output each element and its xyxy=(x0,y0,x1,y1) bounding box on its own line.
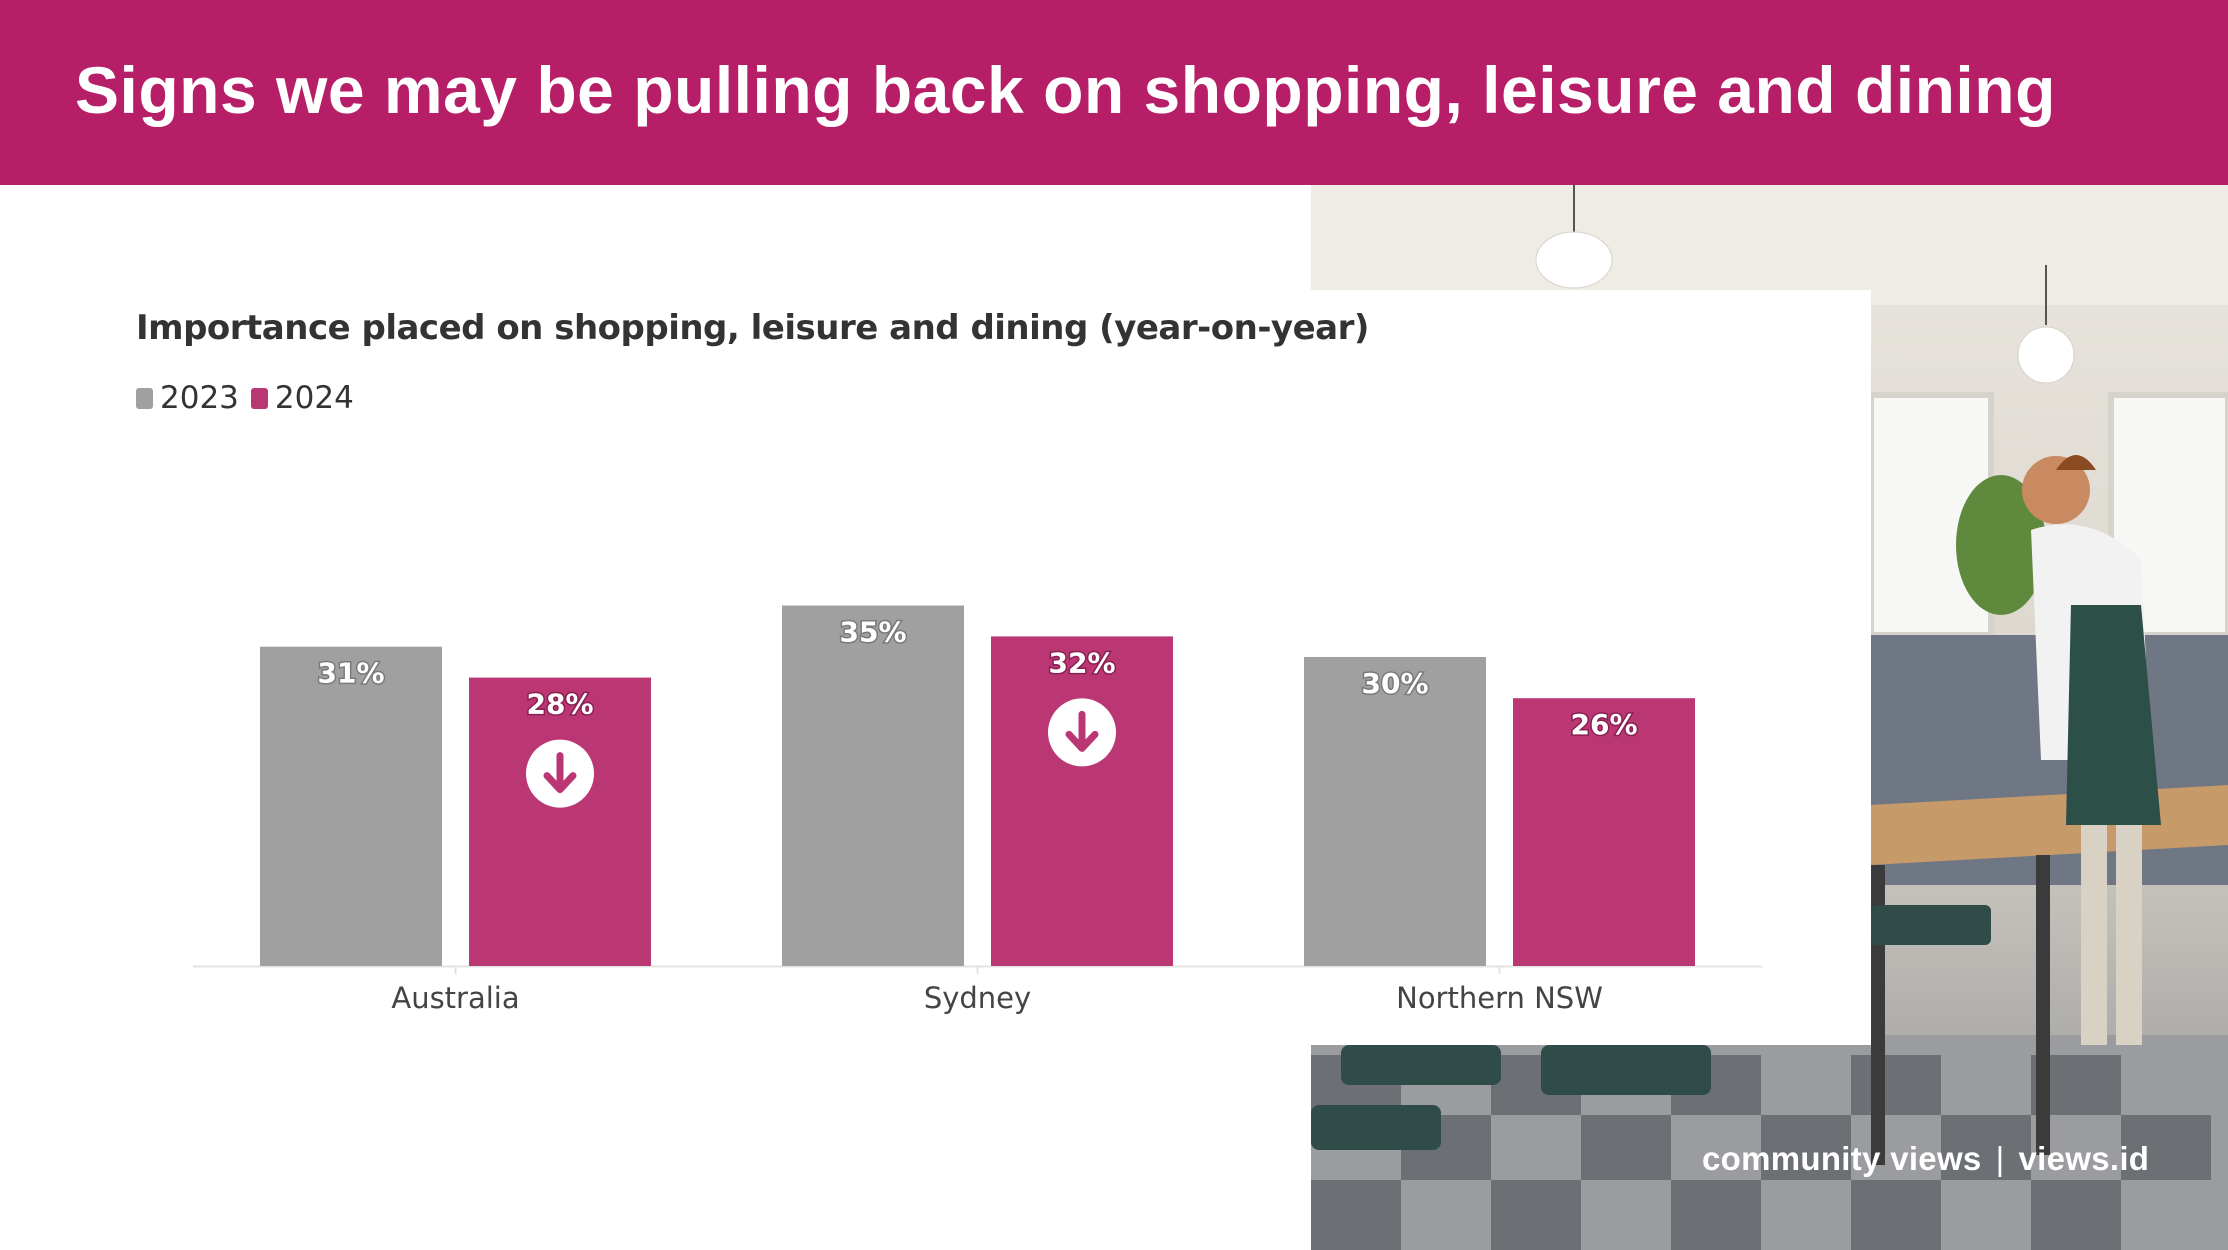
legend-swatch-2023 xyxy=(136,387,153,409)
data-label: 28% xyxy=(526,688,593,721)
footer-brand: community views | views.id xyxy=(1702,1140,2149,1178)
legend-label-2024: 2024 xyxy=(274,380,354,416)
data-label: 32% xyxy=(1048,646,1115,679)
data-label: 26% xyxy=(1570,708,1637,741)
footer-site: views.id xyxy=(2018,1140,2150,1177)
x-tick-label: Australia xyxy=(391,981,519,1015)
x-tick-label: Sydney xyxy=(924,981,1031,1015)
bar-2024-australia xyxy=(469,677,651,966)
x-tick-label: Northern NSW xyxy=(1396,981,1603,1015)
data-label: 35% xyxy=(839,616,906,649)
legend-item-2024: 2024 xyxy=(250,380,354,416)
bar-2023-northern-nsw xyxy=(1304,657,1486,966)
bar-2023-sydney xyxy=(782,605,964,966)
data-label: 31% xyxy=(317,657,384,690)
arrow-down-icon xyxy=(543,752,577,794)
footer-separator: | xyxy=(1995,1140,2005,1177)
bar-2024-northern-nsw xyxy=(1513,698,1695,966)
arrow-down-icon xyxy=(1065,710,1099,752)
bar-2024-sydney xyxy=(991,636,1173,966)
data-label: 30% xyxy=(1361,667,1428,700)
bar-2023-australia xyxy=(260,646,442,966)
chart-legend: 2023 2024 xyxy=(136,380,366,416)
legend-item-2023: 2023 xyxy=(136,380,239,416)
header-banner: Signs we may be pulling back on shopping… xyxy=(0,0,2228,185)
page-title: Signs we may be pulling back on shopping… xyxy=(75,53,2056,127)
footer-brand-name: community views xyxy=(1702,1140,1982,1177)
legend-label-2023: 2023 xyxy=(160,380,239,416)
legend-swatch-2024 xyxy=(250,387,268,409)
chart-title: Importance placed on shopping, leisure a… xyxy=(136,308,1369,348)
